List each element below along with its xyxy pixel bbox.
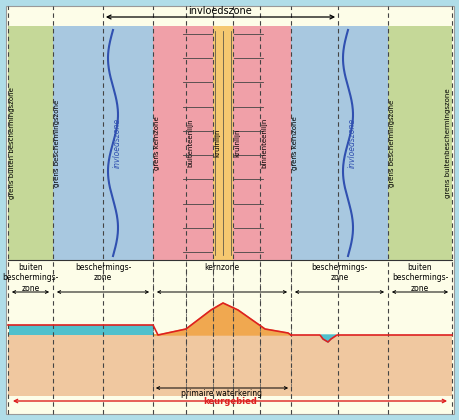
Text: binnenteenlijn: binnenteenlijn (260, 118, 266, 168)
Text: beschermings-
zone: beschermings- zone (75, 263, 131, 282)
Text: beschermings-
zone: beschermings- zone (311, 263, 367, 282)
Text: keurgebied: keurgebied (202, 396, 257, 405)
Polygon shape (320, 335, 335, 342)
Text: grens kernzone: grens kernzone (291, 116, 297, 170)
Bar (53, 26, 153, 260)
Text: kruinlijn: kruinlijn (213, 129, 219, 157)
Bar (213, 26, 233, 260)
Bar (387, 26, 451, 260)
Text: primaire waterkering: primaire waterkering (181, 389, 262, 398)
Text: kruinlijn: kruinlijn (234, 129, 240, 157)
Text: invloedszone: invloedszone (112, 118, 121, 168)
Text: buitenteenlijn: buitenteenlijn (187, 119, 193, 167)
Polygon shape (153, 303, 291, 335)
Bar (153, 26, 291, 260)
Text: grens beschermingszone: grens beschermingszone (388, 100, 394, 186)
Text: invloedszone: invloedszone (347, 118, 356, 168)
Text: grens buitenbeschermingszone: grens buitenbeschermingszone (444, 88, 450, 198)
Bar (9, 325, 153, 335)
Text: grens kernzone: grens kernzone (154, 116, 160, 170)
Text: kernzone: kernzone (204, 263, 239, 272)
Text: buiten
beschermings-
zone: buiten beschermings- zone (391, 263, 447, 293)
Text: grens buiten beschermingszone: grens buiten beschermingszone (9, 87, 15, 199)
Bar (8, 335, 451, 396)
Text: buiten
beschermings-
zone: buiten beschermings- zone (2, 263, 59, 293)
Text: invloedszone: invloedszone (188, 6, 252, 16)
Text: grens beschermingszone: grens beschermingszone (54, 100, 60, 186)
Bar (8, 26, 53, 260)
Bar (291, 26, 387, 260)
